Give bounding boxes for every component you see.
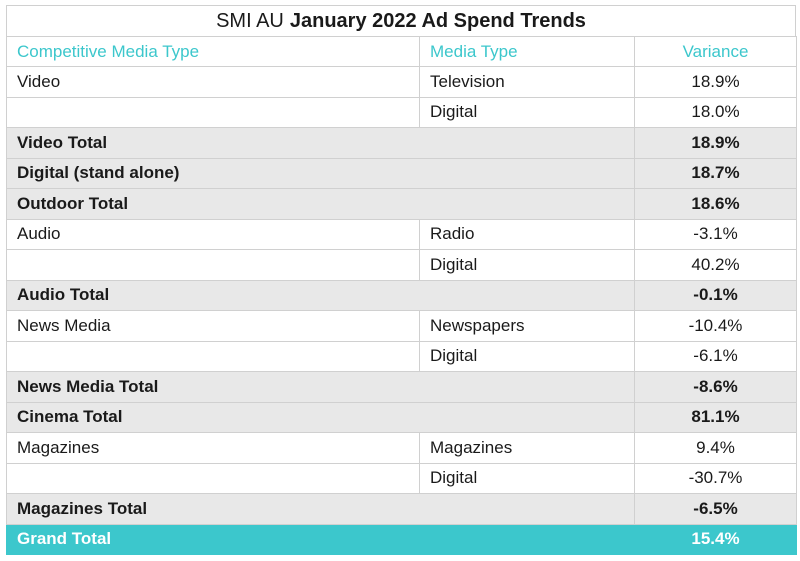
variance-cell: 18.9% <box>634 127 797 159</box>
total-row: News Media Total -8.6% <box>6 371 797 403</box>
variance-cell: 18.6% <box>634 188 797 220</box>
variance-cell: -10.4% <box>634 310 797 342</box>
variance-cell: 18.9% <box>634 66 797 98</box>
media-type-cell: Magazines <box>419 432 635 464</box>
total-row: Cinema Total 81.1% <box>6 401 797 433</box>
header-media-type: Media Type <box>419 36 635 67</box>
ad-spend-table: Competitive Media Type Media Type Varian… <box>6 36 797 555</box>
table-row: Digital 40.2% <box>6 249 797 281</box>
total-label-cell: Grand Total <box>6 523 635 555</box>
table-row: Digital -6.1% <box>6 340 797 372</box>
competitive-media-type-cell <box>6 96 420 128</box>
variance-cell: 40.2% <box>634 249 797 281</box>
total-label-cell: Cinema Total <box>6 401 635 433</box>
variance-cell: 15.4% <box>634 523 797 555</box>
variance-cell: 18.7% <box>634 157 797 189</box>
table-row: Digital -30.7% <box>6 462 797 494</box>
table-row: News Media Newspapers -10.4% <box>6 310 797 342</box>
competitive-media-type-cell: News Media <box>6 310 420 342</box>
total-row: Audio Total -0.1% <box>6 279 797 311</box>
competitive-media-type-cell: Video <box>6 66 420 98</box>
media-type-cell: Digital <box>419 462 635 494</box>
variance-cell: -6.1% <box>634 340 797 372</box>
competitive-media-type-cell <box>6 249 420 281</box>
variance-cell: -0.1% <box>634 279 797 311</box>
variance-cell: -30.7% <box>634 462 797 494</box>
total-label-cell: News Media Total <box>6 371 635 403</box>
competitive-media-type-cell <box>6 462 420 494</box>
total-label-cell: Outdoor Total <box>6 188 635 220</box>
variance-cell: -3.1% <box>634 218 797 250</box>
table-title: SMI AU January 2022 Ad Spend Trends <box>6 5 796 36</box>
media-type-cell: Digital <box>419 96 635 128</box>
header-row: Competitive Media Type Media Type Varian… <box>6 36 797 67</box>
variance-cell: -6.5% <box>634 493 797 525</box>
title-prefix: SMI AU <box>216 9 284 32</box>
total-label-cell: Digital (stand alone) <box>6 157 635 189</box>
grand-total-row: Grand Total 15.4% <box>6 523 797 555</box>
header-variance: Variance <box>634 36 797 67</box>
table-row: Audio Radio -3.1% <box>6 218 797 250</box>
title-main: January 2022 Ad Spend Trends <box>289 9 586 32</box>
total-row: Magazines Total -6.5% <box>6 493 797 525</box>
media-type-cell: Digital <box>419 249 635 281</box>
media-type-cell: Newspapers <box>419 310 635 342</box>
total-label-cell: Audio Total <box>6 279 635 311</box>
table-row: Magazines Magazines 9.4% <box>6 432 797 464</box>
competitive-media-type-cell <box>6 340 420 372</box>
media-type-cell: Television <box>419 66 635 98</box>
table-row: Video Television 18.9% <box>6 66 797 98</box>
media-type-cell: Radio <box>419 218 635 250</box>
variance-cell: 9.4% <box>634 432 797 464</box>
header-competitive-media-type: Competitive Media Type <box>6 36 420 67</box>
competitive-media-type-cell: Magazines <box>6 432 420 464</box>
total-row: Digital (stand alone) 18.7% <box>6 157 797 189</box>
ad-spend-table-container: SMI AU January 2022 Ad Spend Trends Comp… <box>6 5 797 555</box>
total-row: Outdoor Total 18.6% <box>6 188 797 220</box>
media-type-cell: Digital <box>419 340 635 372</box>
variance-cell: 18.0% <box>634 96 797 128</box>
total-row: Video Total 18.9% <box>6 127 797 159</box>
variance-cell: -8.6% <box>634 371 797 403</box>
table-row: Digital 18.0% <box>6 96 797 128</box>
total-label-cell: Video Total <box>6 127 635 159</box>
total-label-cell: Magazines Total <box>6 493 635 525</box>
variance-cell: 81.1% <box>634 401 797 433</box>
competitive-media-type-cell: Audio <box>6 218 420 250</box>
